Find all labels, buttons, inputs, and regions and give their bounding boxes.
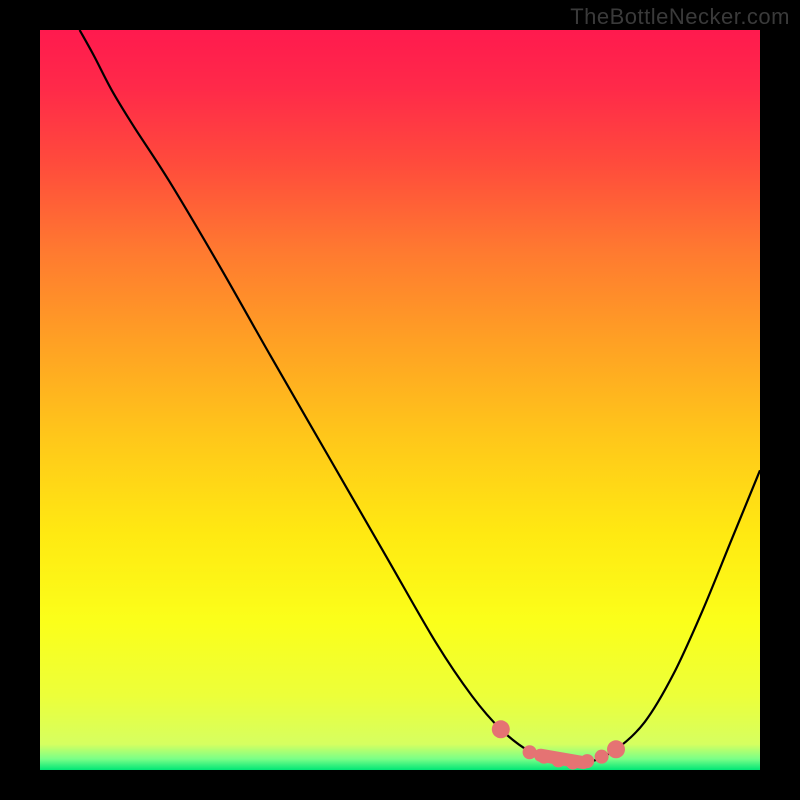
curve-marker	[492, 720, 510, 738]
plot-area	[40, 30, 760, 770]
canvas: TheBottleNecker.com	[0, 0, 800, 800]
curve-layer	[40, 30, 760, 770]
bottleneck-curve	[80, 30, 760, 764]
curve-marker	[595, 750, 609, 764]
curve-marker-pill	[540, 755, 583, 762]
curve-marker	[607, 740, 625, 758]
watermark-text: TheBottleNecker.com	[570, 4, 790, 30]
